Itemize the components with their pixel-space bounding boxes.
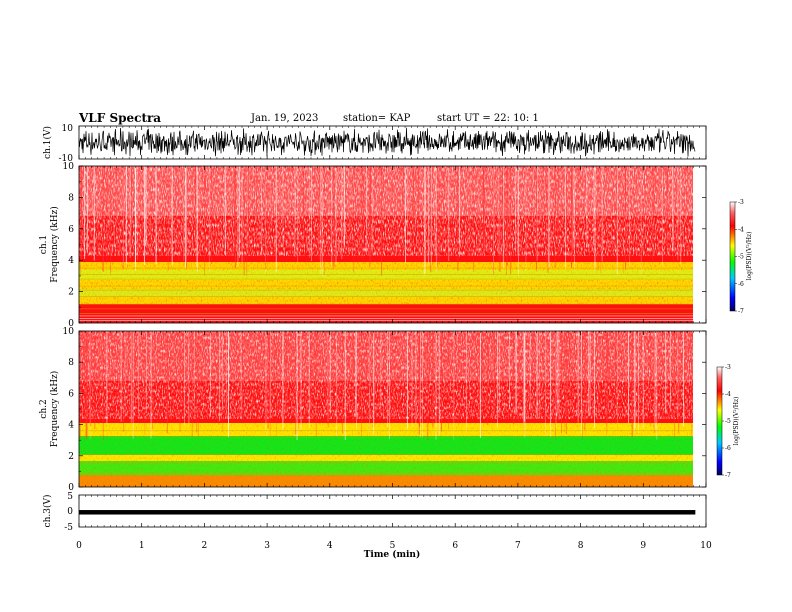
ch1-colorbar-tick-label: -3 [738, 199, 744, 206]
ch3-ytick-bottom: -5 [64, 523, 73, 533]
ch1-ytick-label: 4 [68, 256, 74, 266]
ch1-colorbar-label: log(PSD)(V²/Hz) [746, 232, 753, 281]
x-tick-label: 8 [578, 541, 584, 551]
ch2-colorbar-tick-label: -4 [725, 391, 731, 398]
ch3-waveform-trace [79, 510, 696, 515]
ch3-ytick-mid: 0 [67, 507, 73, 517]
ch1-ylabel-channel: ch.1 [39, 235, 49, 254]
ch2-colorbar-label: log(PSD)(V²/Hz) [733, 397, 740, 446]
ch1-waveform-ylabel: ch.1(V) [42, 126, 53, 159]
ch2-ytick-label: 4 [68, 421, 74, 431]
ch2-colorbar-tick-label: -7 [725, 472, 731, 479]
ch2-spectrogram-image [79, 331, 693, 487]
x-tick-label: 1 [139, 541, 145, 551]
ch2-ytick-label: 10 [63, 327, 75, 337]
ch2-ytick-label: 8 [68, 358, 74, 368]
x-tick-label: 7 [515, 541, 521, 551]
ch2-colorbar-tick-label: -3 [725, 364, 731, 371]
x-tick-label: 9 [640, 541, 646, 551]
ch1-colorbar [729, 201, 736, 312]
station-label: station= KAP [343, 113, 411, 124]
ch2-colorbar [716, 366, 723, 476]
x-tick-label: 0 [76, 541, 82, 551]
ch1-ylabel-frequency: Frequency (kHz) [49, 206, 60, 283]
ch3-ytick-top: 5 [67, 492, 73, 502]
ch1-waveform-panel: 10 -10 ch.1(V) [42, 124, 707, 164]
ch1-ytick-label: 0 [68, 319, 74, 329]
ch1-ytick-top: 10 [62, 124, 74, 134]
ch2-ytick-label: 0 [68, 483, 74, 493]
ch1-ytick-label: 2 [68, 288, 74, 298]
ch1-ytick-label: 8 [68, 193, 74, 203]
ch2-colorbar-tick-label: -5 [725, 418, 731, 425]
ch1-spectrogram-image [79, 166, 693, 323]
ch2-ylabel-channel: ch.2 [39, 399, 49, 418]
x-tick-label: 2 [202, 541, 208, 551]
date-label: Jan. 19, 2023 [251, 113, 319, 124]
ch1-colorbar-tick-label: -5 [738, 254, 744, 261]
ch3-waveform-ylabel: ch.3(V) [42, 495, 53, 528]
ch1-colorbar-tick-label: -6 [738, 281, 744, 288]
ch2-colorbar-tick-label: -6 [725, 445, 731, 452]
x-tick-label: 6 [452, 541, 458, 551]
ch1-colorbar-tick-label: -4 [738, 226, 744, 233]
ch1-waveform-trace [78, 127, 696, 157]
ch2-ytick-label: 2 [68, 452, 74, 462]
ch1-colorbar-tick-label: -7 [738, 308, 744, 315]
ch1-ytick-label: 10 [63, 162, 75, 172]
x-tick-label: 3 [264, 541, 270, 551]
x-tick-label: 5 [390, 541, 396, 551]
x-axis-label: Time (min) [364, 549, 421, 560]
ch2-ytick-label: 6 [68, 389, 74, 399]
x-axis-ticks [78, 126, 707, 527]
x-axis-tick-labels: 0 1 2 3 4 5 6 7 8 9 10 [76, 541, 712, 551]
start-time-label: start UT = 22: 10: 1 [437, 113, 539, 124]
ch1-ytick-label: 6 [68, 225, 74, 235]
x-tick-label: 10 [700, 541, 712, 551]
ch2-ylabel-frequency: Frequency (kHz) [49, 371, 60, 448]
ch1-ytick-bottom: -10 [59, 154, 74, 164]
x-tick-label: 4 [327, 541, 333, 551]
chart-title: VLF Spectra [79, 111, 162, 125]
